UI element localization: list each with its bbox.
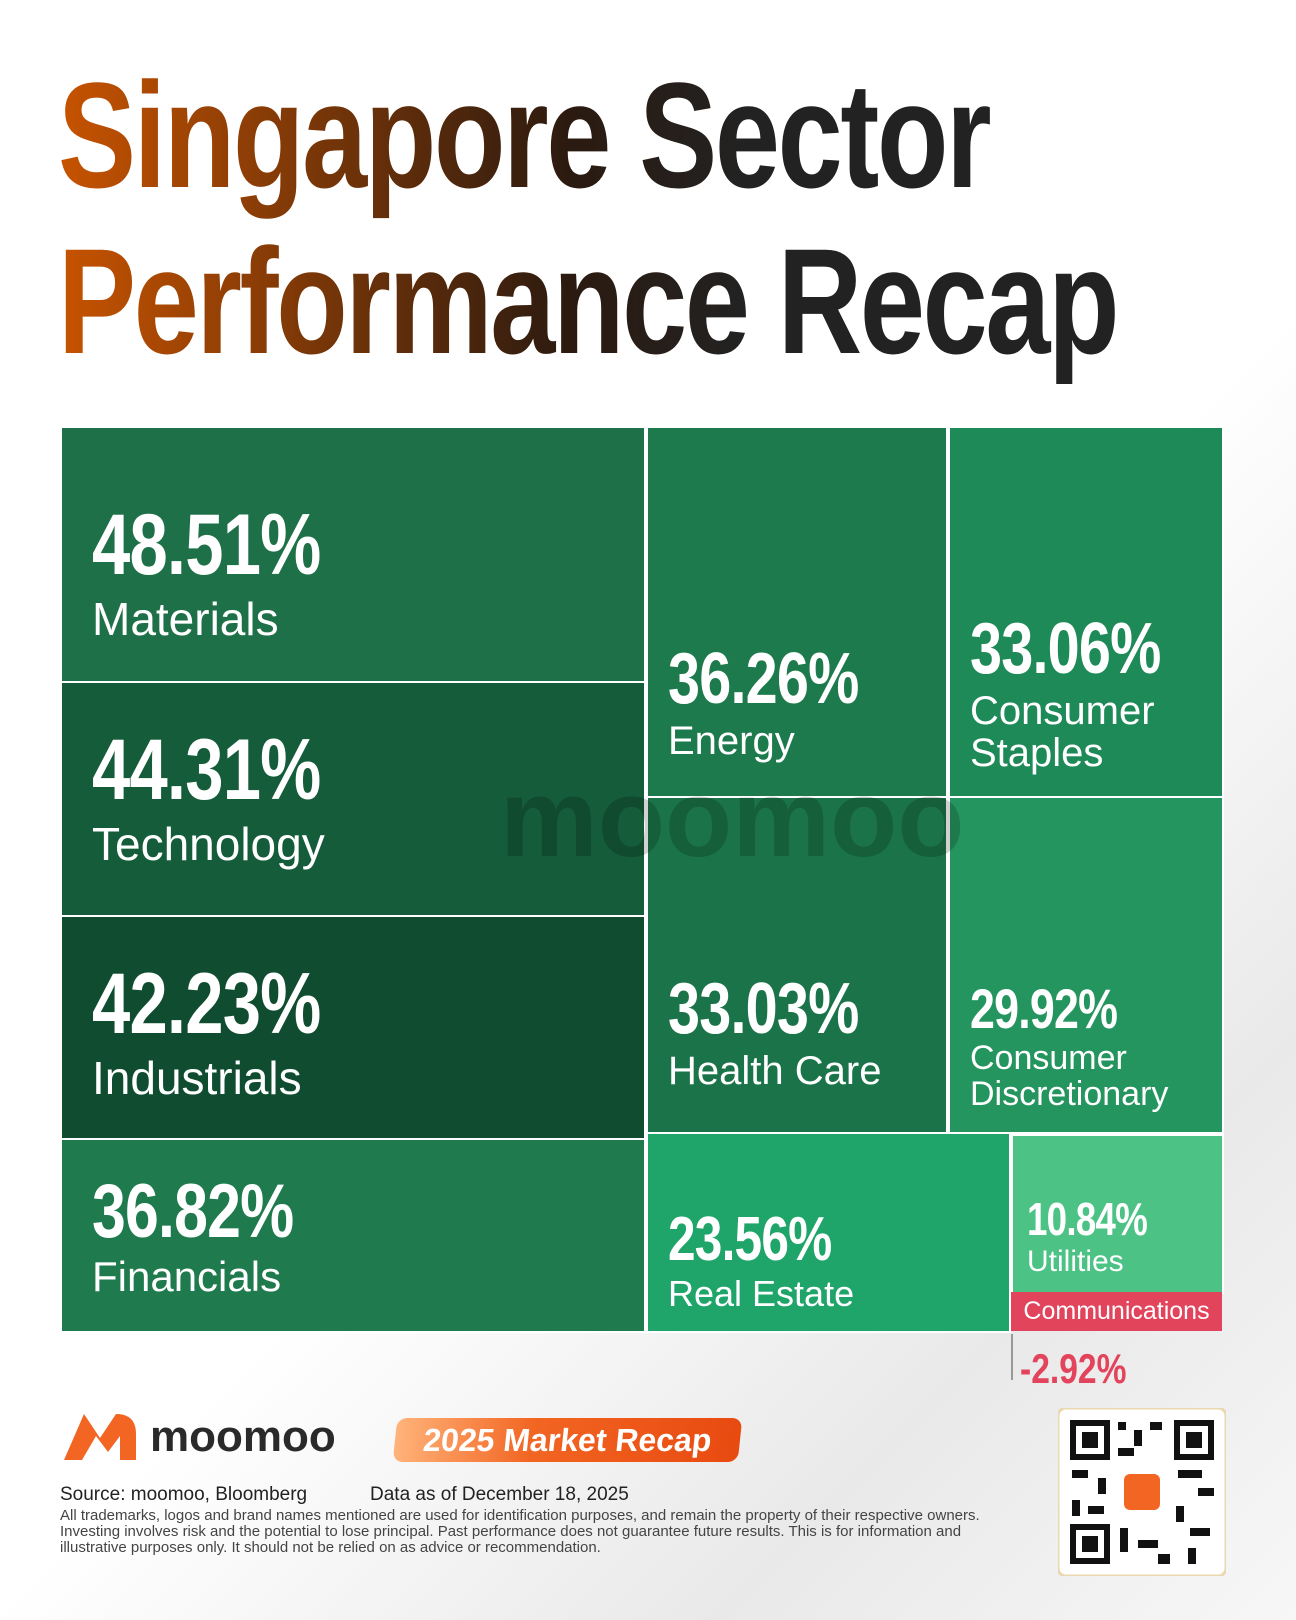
category-label: Technology [92,818,325,870]
tile: 33.06% Consumer Staples [948,426,1224,798]
source: Source: moomoo, Bloomberg [60,1484,308,1505]
value-label: 42.23% [92,956,321,1052]
tile: 29.92% Consumer Discretionary [948,796,1224,1134]
tile: 42.23% Industrials [60,915,646,1140]
tick [1011,1334,1013,1380]
value-label: 23.56% [668,1205,832,1274]
tile: 48.51% Materials [60,426,646,683]
value-label: 48.51% [92,497,321,593]
category-label: Real Estate [668,1273,855,1314]
date-note: Data as of December 18, 2025 [370,1484,629,1505]
qr-code [1058,1408,1226,1576]
category-label: Consumer Staples [970,689,1155,775]
value-label: 36.26% [668,639,859,719]
brand: moomoo [150,1412,336,1461]
value-label: 44.31% [92,722,321,818]
tile: 44.31% Technology [60,681,646,917]
category-label: Utilities [1027,1245,1124,1278]
category-label: Industrials [92,1052,302,1104]
negative-bar: Communications [1011,1292,1222,1331]
tile: 33.03% Health Care [646,796,948,1134]
tile: 36.82% Financials [60,1138,646,1333]
tile: 23.56% Real Estate [646,1132,1011,1333]
disclaimer: All trademarks, logos and brand names me… [60,1507,980,1556]
badge: 2025 Market Recap [392,1418,743,1462]
value-label: 33.03% [668,969,859,1049]
value-label: 36.82% [92,1169,294,1254]
category-label: Consumer Discretionary [970,1039,1169,1113]
value-label: 33.06% [970,609,1161,689]
value-label: 29.92% [970,977,1118,1040]
value-label: -2.92% [1020,1345,1127,1392]
tile: 10.84% Utilities [1011,1134,1224,1294]
value-label: 10.84% [1027,1193,1148,1245]
category-label: Health Care [668,1049,882,1093]
logo-icon [64,1414,136,1460]
category-label: Materials [92,593,279,645]
category-label: Financials [92,1253,282,1300]
tile: 36.26% Energy [646,426,948,798]
category-label: Energy [668,719,795,763]
title: Singapore Sector Performance Recap [58,52,1197,384]
